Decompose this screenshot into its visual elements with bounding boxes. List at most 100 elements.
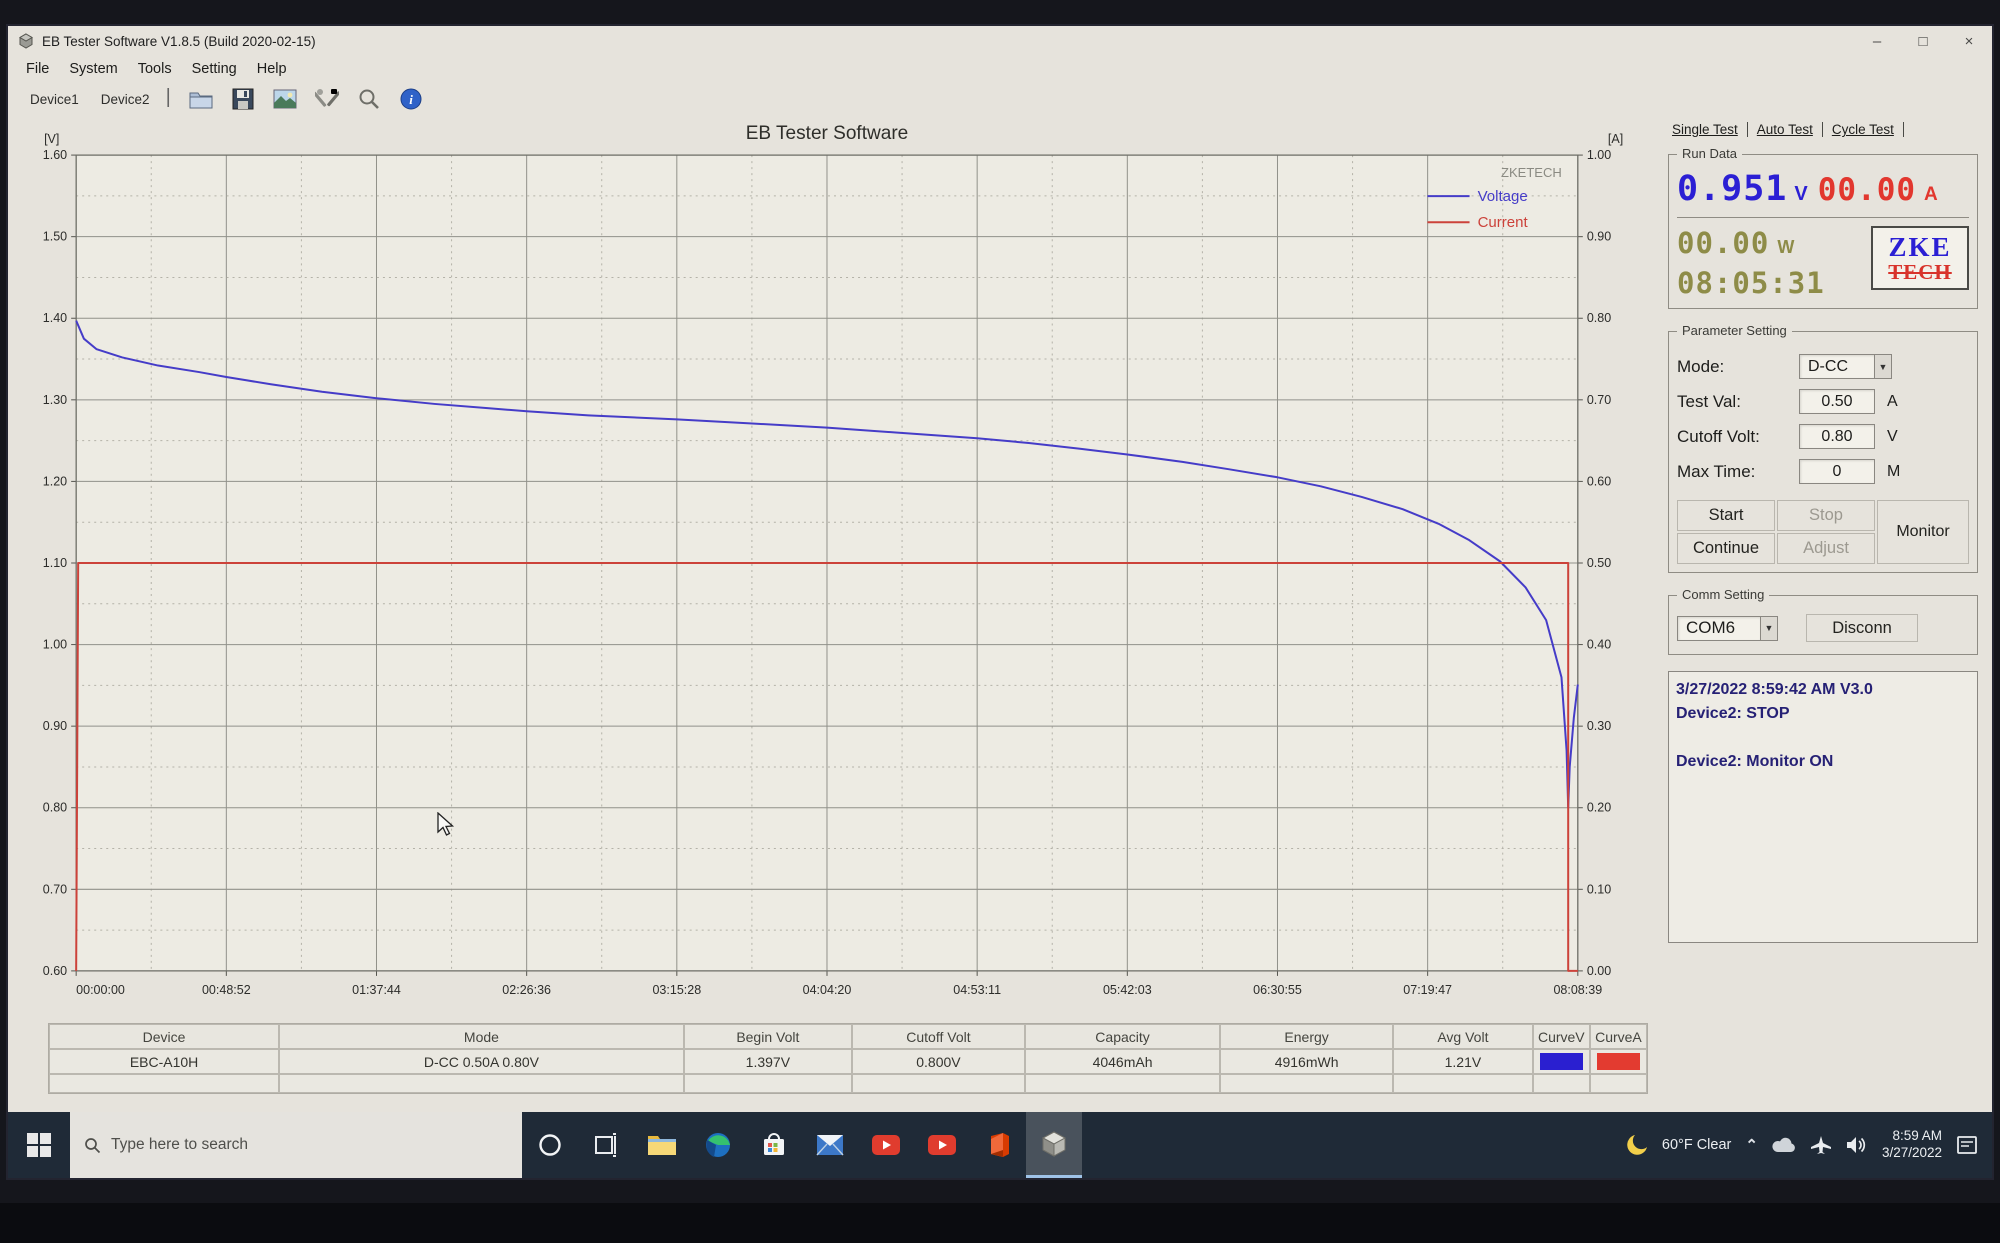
chevron-up-icon[interactable]: ⌃ xyxy=(1745,1137,1758,1154)
mode-label: Mode: xyxy=(1677,356,1725,376)
open-file-icon[interactable] xyxy=(188,87,214,111)
cell-curve-a[interactable] xyxy=(1589,1049,1647,1074)
svg-text:08:08:39: 08:08:39 xyxy=(1553,983,1602,997)
store-icon[interactable] xyxy=(746,1112,802,1178)
file-explorer-icon[interactable] xyxy=(634,1112,690,1178)
info-icon[interactable]: i xyxy=(398,87,424,111)
svg-text:[V]: [V] xyxy=(44,132,59,146)
col-capacity: Capacity xyxy=(1024,1024,1221,1049)
tab-auto-test[interactable]: Auto Test xyxy=(1748,122,1823,137)
svg-text:1.60: 1.60 xyxy=(43,148,67,162)
menu-help[interactable]: Help xyxy=(256,60,287,77)
start-button[interactable] xyxy=(8,1112,70,1178)
volume-icon[interactable] xyxy=(1846,1136,1868,1154)
chevron-down-icon[interactable]: ▼ xyxy=(1761,615,1778,641)
windows-logo-icon xyxy=(27,1133,51,1157)
moon-icon xyxy=(1627,1135,1647,1155)
menu-setting[interactable]: Setting xyxy=(191,60,237,77)
disconnect-button[interactable]: Disconn xyxy=(1806,614,1918,642)
svg-text:06:30:55: 06:30:55 xyxy=(1253,983,1302,997)
run-data-title: Run Data xyxy=(1677,146,1742,161)
svg-text:05:42:03: 05:42:03 xyxy=(1103,983,1152,997)
main-content: 00:00:00 00:48:52 01:37:44 02:26:36 03:15:28… xyxy=(8,117,1992,1112)
mail-icon[interactable] xyxy=(802,1112,858,1178)
eb-tester-window: EB Tester Software V1.8.5 (Build 2020-02… xyxy=(8,26,1992,1112)
action-center-icon[interactable] xyxy=(1956,1135,1978,1155)
svg-text:0.20: 0.20 xyxy=(1587,801,1611,815)
export-image-icon[interactable] xyxy=(272,87,298,111)
parameter-setting-title: Parameter Setting xyxy=(1677,323,1792,338)
menu-bar: File System Tools Setting Help xyxy=(8,56,1992,81)
edge-icon[interactable] xyxy=(690,1112,746,1178)
col-avg-volt: Avg Volt xyxy=(1393,1024,1533,1049)
taskbar-clock[interactable]: 8:59 AM 3/27/2022 xyxy=(1882,1128,1942,1162)
cutoff-volt-input[interactable]: 0.80 xyxy=(1799,424,1875,449)
svg-text:1.40: 1.40 xyxy=(43,311,67,325)
tab-single-test[interactable]: Single Test xyxy=(1670,122,1748,137)
menu-file[interactable]: File xyxy=(26,60,50,77)
maximize-button[interactable]: □ xyxy=(1918,32,1928,50)
continue-button[interactable]: Continue xyxy=(1677,533,1775,564)
test-val-input[interactable]: 0.50 xyxy=(1799,389,1875,414)
svg-text:1.10: 1.10 xyxy=(43,556,67,570)
cell-curve-v[interactable] xyxy=(1532,1049,1590,1074)
tab-cycle-test[interactable]: Cycle Test xyxy=(1823,122,1904,137)
cutoff-volt-label: Cutoff Volt: xyxy=(1677,426,1760,446)
svg-text:00:48:52: 00:48:52 xyxy=(202,983,251,997)
curve-v-swatch xyxy=(1539,1053,1584,1070)
close-button[interactable]: × xyxy=(1964,32,1974,50)
task-view-icon[interactable] xyxy=(578,1112,634,1178)
weather-text[interactable]: 60°F Clear xyxy=(1661,1137,1732,1153)
monitor-screen: EB Tester Software V1.8.5 (Build 2020-02… xyxy=(8,26,1992,1178)
svg-text:i: i xyxy=(409,92,413,107)
svg-text:1.00: 1.00 xyxy=(1587,148,1611,162)
menu-system[interactable]: System xyxy=(69,60,118,77)
office-icon[interactable] xyxy=(970,1112,1026,1178)
log-line: Device2: Monitor ON xyxy=(1676,753,1834,770)
svg-text:0.60: 0.60 xyxy=(43,964,67,978)
save-icon[interactable] xyxy=(230,87,256,111)
test-val-label: Test Val: xyxy=(1677,391,1741,411)
tools-icon[interactable] xyxy=(314,87,340,111)
current-unit: A xyxy=(1924,184,1938,205)
comm-setting-title: Comm Setting xyxy=(1677,587,1770,602)
status-log[interactable]: 3/27/2022 8:59:42 AM V3.0 Device2: STOP … xyxy=(1668,671,1978,943)
cell-avg-volt: 1.21V xyxy=(1393,1049,1533,1074)
youtube-icon-2[interactable] xyxy=(914,1112,970,1178)
chevron-down-icon[interactable]: ▼ xyxy=(1875,354,1892,379)
start-button[interactable]: Start xyxy=(1677,500,1775,531)
com-port-dropdown[interactable]: COM6 ▼ xyxy=(1677,615,1778,641)
airplane-icon[interactable] xyxy=(1810,1135,1832,1155)
svg-text:[A]: [A] xyxy=(1608,132,1623,146)
col-mode: Mode xyxy=(279,1024,684,1049)
monitor-button[interactable]: Monitor xyxy=(1877,500,1969,564)
svg-text:EB Tester Software: EB Tester Software xyxy=(746,123,909,144)
tab-device2[interactable]: Device2 xyxy=(100,91,150,107)
cell-capacity: 4046mAh xyxy=(1024,1049,1221,1074)
search-icon xyxy=(85,1137,101,1153)
menu-tools[interactable]: Tools xyxy=(137,60,172,77)
results-table: Device Mode Begin Volt Cutoff Volt Capac… xyxy=(48,1023,1648,1094)
tab-device1[interactable]: Device1 xyxy=(30,91,79,107)
cortana-icon[interactable] xyxy=(522,1112,578,1178)
minimize-button[interactable]: – xyxy=(1872,32,1882,50)
power-readout: 00.00 xyxy=(1677,226,1770,260)
svg-text:0.70: 0.70 xyxy=(1587,393,1611,407)
zoom-icon[interactable] xyxy=(356,87,382,111)
cutoff-volt-unit: V xyxy=(1887,427,1898,445)
system-tray: 60°F Clear ⌃ 8:59 AM 3/27/2022 xyxy=(1626,1112,1992,1178)
adjust-button[interactable]: Adjust xyxy=(1777,533,1875,564)
taskbar-search[interactable]: Type here to search xyxy=(70,1112,522,1178)
mode-dropdown[interactable]: D-CC ▼ xyxy=(1799,354,1892,379)
windows-taskbar: Type here to search xyxy=(8,1112,1992,1178)
svg-text:1.20: 1.20 xyxy=(43,474,67,488)
zketech-logo: ZKE TECH xyxy=(1871,226,1969,290)
max-time-input[interactable]: 0 xyxy=(1799,459,1875,484)
stop-button[interactable]: Stop xyxy=(1777,500,1875,531)
eb-tester-icon[interactable] xyxy=(1026,1112,1082,1178)
youtube-icon[interactable] xyxy=(858,1112,914,1178)
svg-text:01:37:44: 01:37:44 xyxy=(352,983,401,997)
test-val-unit: A xyxy=(1887,392,1898,410)
svg-text:0.10: 0.10 xyxy=(1587,882,1611,896)
cloud-icon[interactable] xyxy=(1772,1137,1796,1153)
